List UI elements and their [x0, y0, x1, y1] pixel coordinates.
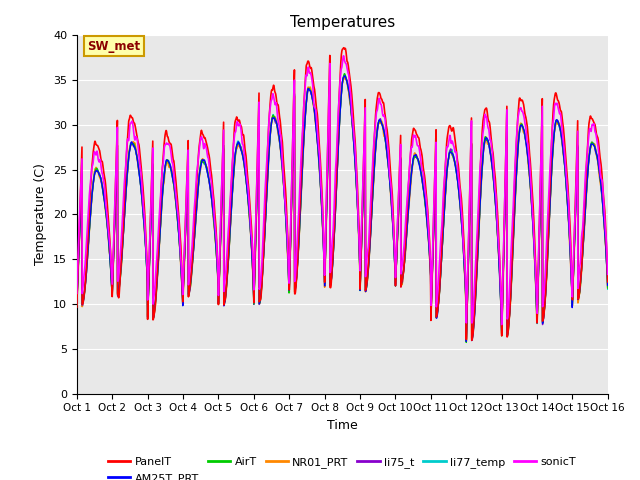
li77_temp: [463, 338, 470, 344]
li77_temp: [369, 184, 377, 190]
PanelT: [497, 281, 504, 287]
li75_t: [340, 72, 348, 78]
li75_t: [497, 296, 504, 302]
sonicT: [604, 272, 612, 277]
AM25T_PRT: [358, 239, 365, 245]
AM25T_PRT: [73, 301, 81, 307]
NR01_PRT: [604, 285, 612, 290]
sonicT: [358, 221, 365, 227]
li77_temp: [341, 72, 349, 78]
li75_t: [463, 339, 470, 345]
li75_t: [369, 183, 377, 189]
PanelT: [604, 279, 612, 285]
li77_temp: [221, 298, 228, 303]
AM25T_PRT: [572, 197, 580, 203]
li77_temp: [497, 298, 504, 303]
li75_t: [73, 299, 81, 305]
li75_t: [572, 195, 580, 201]
AirT: [463, 339, 470, 345]
li77_temp: [358, 240, 365, 246]
X-axis label: Time: Time: [327, 419, 358, 432]
Title: Temperatures: Temperatures: [290, 15, 395, 30]
PanelT: [369, 160, 377, 166]
NR01_PRT: [463, 338, 470, 344]
AirT: [340, 71, 348, 76]
NR01_PRT: [340, 73, 348, 79]
AM25T_PRT: [604, 283, 612, 288]
NR01_PRT: [73, 301, 81, 307]
li75_t: [358, 239, 365, 245]
Y-axis label: Temperature (C): Temperature (C): [35, 164, 47, 265]
PanelT: [221, 298, 228, 303]
sonicT: [340, 53, 348, 59]
NR01_PRT: [557, 129, 565, 135]
AM25T_PRT: [369, 184, 377, 190]
Text: SW_met: SW_met: [88, 40, 141, 53]
Legend: PanelT, AM25T_PRT, AirT, NR01_PRT, li75_t, li77_temp, sonicT: PanelT, AM25T_PRT, AirT, NR01_PRT, li75_…: [104, 453, 581, 480]
AirT: [604, 285, 612, 291]
sonicT: [221, 279, 228, 285]
Line: sonicT: sonicT: [77, 56, 608, 324]
AirT: [221, 298, 228, 304]
AM25T_PRT: [557, 132, 565, 137]
NR01_PRT: [369, 187, 377, 192]
Line: PanelT: PanelT: [77, 48, 608, 340]
AM25T_PRT: [497, 299, 504, 304]
sonicT: [497, 280, 504, 286]
li77_temp: [604, 286, 612, 292]
PanelT: [358, 232, 365, 238]
NR01_PRT: [221, 298, 228, 304]
sonicT: [557, 118, 565, 124]
li77_temp: [557, 131, 565, 136]
AirT: [497, 298, 504, 303]
AirT: [73, 302, 81, 308]
li75_t: [557, 134, 565, 140]
sonicT: [73, 290, 81, 296]
AirT: [369, 186, 377, 192]
sonicT: [369, 151, 377, 157]
sonicT: [498, 322, 506, 327]
li77_temp: [73, 300, 81, 306]
PanelT: [557, 108, 565, 114]
Line: AM25T_PRT: AM25T_PRT: [77, 76, 608, 341]
NR01_PRT: [497, 296, 504, 301]
AM25T_PRT: [341, 73, 349, 79]
PanelT: [73, 304, 81, 310]
PanelT: [572, 180, 580, 186]
AM25T_PRT: [221, 299, 228, 305]
AirT: [557, 132, 565, 137]
NR01_PRT: [572, 194, 580, 200]
PanelT: [340, 45, 348, 50]
Line: li77_temp: li77_temp: [77, 75, 608, 341]
li75_t: [221, 298, 228, 304]
Line: AirT: AirT: [77, 73, 608, 342]
AirT: [572, 196, 580, 202]
Line: li75_t: li75_t: [77, 75, 608, 342]
li77_temp: [572, 193, 580, 199]
NR01_PRT: [358, 238, 365, 243]
sonicT: [572, 182, 580, 188]
Line: NR01_PRT: NR01_PRT: [77, 76, 608, 341]
AirT: [358, 240, 365, 246]
PanelT: [468, 337, 476, 343]
li75_t: [604, 284, 612, 290]
AM25T_PRT: [463, 338, 470, 344]
